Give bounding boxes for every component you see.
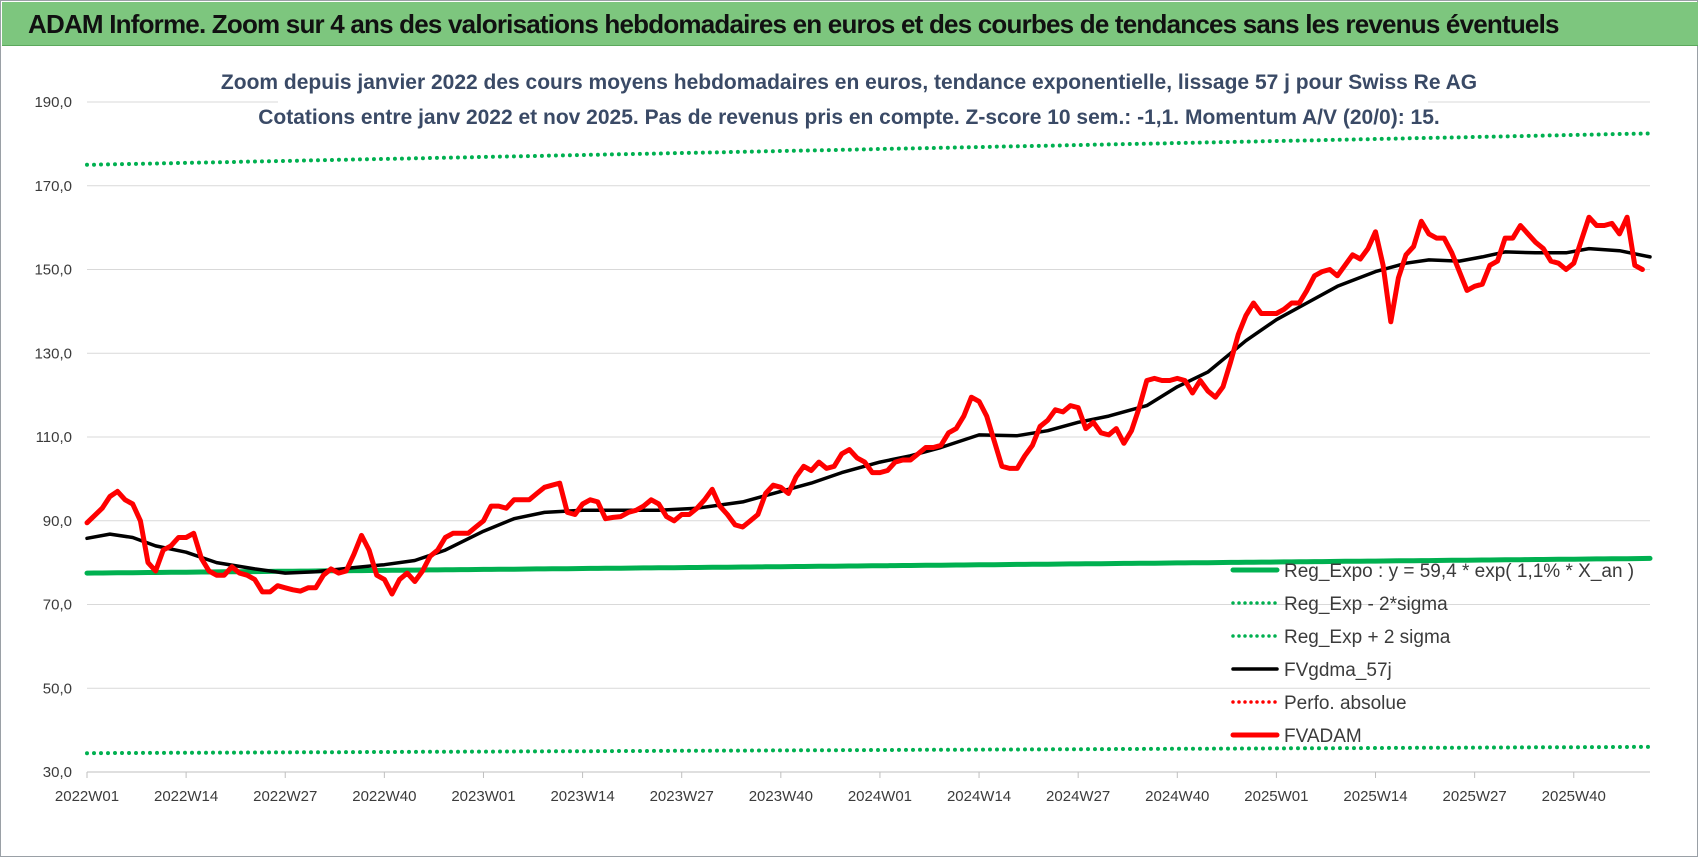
x-tick-label: 2024W40 — [1145, 788, 1209, 805]
x-tick-label: 2023W14 — [550, 788, 614, 805]
x-tick-label: 2022W01 — [55, 788, 119, 805]
x-tick-label: 2024W01 — [848, 788, 912, 805]
series-line — [85, 744, 1652, 756]
legend-entry: FVADAM — [1284, 726, 1362, 747]
title-banner: ADAM Informe. Zoom sur 4 ans des valoris… — [2, 2, 1698, 46]
series-layer — [84, 131, 1653, 756]
y-tick-label: 30,0 — [43, 764, 72, 781]
legend-entry: Perfo. absolue — [1284, 693, 1407, 714]
legend-entry: Reg_Exp + 2 sigma — [1284, 627, 1451, 648]
title-backdrop — [278, 62, 1428, 136]
x-tick-label: 2025W40 — [1542, 788, 1606, 805]
x-tick-label: 2025W14 — [1343, 788, 1407, 805]
y-axis: 30,0 50,0 70,0 90,0 110,0 130,0 150,0 170,0 190,… — [34, 94, 72, 781]
y-tick-label: 190,0 — [34, 94, 72, 111]
x-tick-label: 2023W01 — [451, 788, 515, 805]
x-tick-label: 2025W01 — [1244, 788, 1308, 805]
y-tick-label: 150,0 — [34, 262, 72, 279]
x-tick-label: 2023W27 — [650, 788, 714, 805]
y-tick-label: 50,0 — [43, 680, 72, 697]
x-tick-label: 2022W40 — [352, 788, 416, 805]
legend-entry: Reg_Exp - 2*sigma — [1284, 594, 1448, 615]
x-axis: 2022W01 2022W14 2022W27 2022W40 2023W01 2023W… — [55, 788, 1606, 805]
legend-entry: Reg_Expo : y = 59,4 * exp( 1,1% * X_an ) — [1284, 561, 1634, 582]
y-tick-label: 70,0 — [43, 597, 72, 614]
chart-subtitle: Cotations entre janv 2022 et nov 2025. P… — [258, 106, 1439, 129]
legend: Reg_Expo : y = 59,4 * exp( 1,1% * X_an )… — [1230, 561, 1634, 747]
series-line — [84, 214, 1645, 597]
y-tick-label: 90,0 — [43, 513, 72, 530]
x-tick-label: 2023W40 — [749, 788, 813, 805]
series-line — [85, 246, 1652, 575]
x-tick-label: 2024W14 — [947, 788, 1011, 805]
x-tick-label: 2022W14 — [154, 788, 218, 805]
series-line — [85, 131, 1652, 167]
y-tick-label: 170,0 — [34, 178, 72, 195]
y-tick-label: 130,0 — [34, 345, 72, 362]
y-tick-label: 110,0 — [36, 429, 72, 446]
x-tick-label: 2024W27 — [1046, 788, 1110, 805]
banner-title: ADAM Informe. Zoom sur 4 ans des valoris… — [28, 9, 1559, 39]
x-tick-label: 2022W27 — [253, 788, 317, 805]
x-tick-label: 2025W27 — [1443, 788, 1507, 805]
grid — [86, 101, 1650, 778]
legend-entry: FVgdma_57j — [1284, 660, 1392, 681]
chart-title: Zoom depuis janvier 2022 des cours moyen… — [221, 71, 1477, 94]
